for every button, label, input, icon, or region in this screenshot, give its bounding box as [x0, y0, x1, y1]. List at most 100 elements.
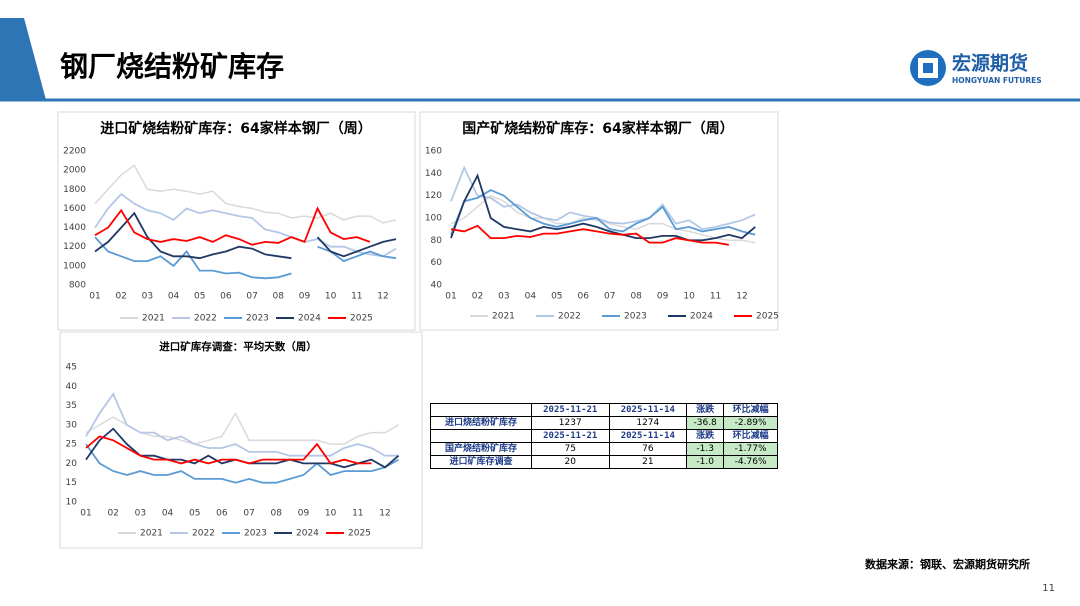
x-tick-label: 02 — [472, 292, 483, 302]
legend-label: 2025 — [350, 314, 373, 324]
table-cell: 进口矿库存调查 — [430, 455, 532, 469]
logo-en: HONGYUAN FUTURES — [952, 76, 1042, 85]
series-line — [450, 189, 756, 236]
table-cell: 环比减幅 — [723, 403, 778, 417]
table-cell — [430, 403, 532, 417]
series-line — [94, 192, 397, 258]
table-cell: 2025-11-14 — [608, 429, 688, 443]
y-tick-label: 1000 — [63, 261, 86, 271]
x-tick-label: 08 — [630, 292, 642, 302]
legend-label: 2023 — [246, 314, 269, 324]
x-tick-label: 07 — [243, 509, 254, 519]
x-tick-label: 04 — [525, 292, 537, 302]
x-tick-label: 03 — [142, 292, 153, 302]
table-cell: 2025-11-21 — [530, 403, 610, 417]
y-tick-label: 30 — [66, 420, 78, 430]
table-cell: -2.89% — [723, 416, 778, 430]
x-tick-label: 04 — [168, 292, 180, 302]
table-row: 进口矿库存调查 20 21 -1.0 -4.76% — [430, 455, 778, 469]
y-tick-label: 35 — [66, 401, 77, 411]
table-row: 2025-11-21 2025-11-14 涨跌 环比减幅 — [430, 403, 778, 417]
x-tick-label: 06 — [220, 292, 232, 302]
table-cell: 涨跌 — [686, 403, 725, 417]
y-tick-label: 45 — [66, 363, 77, 373]
legend-label: 2021 — [140, 529, 163, 539]
legend-label: 2023 — [244, 529, 267, 539]
y-tick-label: 160 — [425, 147, 442, 157]
table-cell: 76 — [608, 442, 688, 456]
table-cell: -36.8 — [686, 416, 725, 430]
x-tick-label: 05 — [194, 292, 205, 302]
x-tick-label: 12 — [736, 292, 747, 302]
y-tick-label: 15 — [66, 478, 77, 488]
x-tick-label: 12 — [377, 292, 388, 302]
chart-title: 国产矿烧结粉矿库存：64家样本钢厂（周） — [462, 120, 733, 137]
table-cell: 20 — [530, 455, 610, 469]
x-tick-label: 08 — [273, 292, 285, 302]
x-tick-label: 04 — [162, 509, 174, 519]
y-tick-label: 40 — [66, 382, 78, 392]
chart-frame — [419, 111, 779, 331]
legend-label: 2023 — [624, 312, 647, 322]
legend-label: 2024 — [690, 312, 713, 322]
x-tick-label: 09 — [657, 292, 669, 302]
x-tick-label: 11 — [710, 292, 721, 302]
y-tick-label: 60 — [431, 258, 443, 268]
page-number: 11 — [1042, 583, 1055, 594]
legend-label: 2022 — [192, 529, 215, 539]
x-tick-label: 03 — [498, 292, 509, 302]
legend-label: 2022 — [194, 314, 217, 324]
logo-cn: 宏源期货 — [952, 52, 1028, 75]
y-tick-label: 1800 — [63, 185, 86, 195]
series-line — [85, 435, 372, 465]
x-tick-label: 11 — [352, 509, 363, 519]
x-tick-label: 10 — [325, 509, 337, 519]
chart-title: 进口矿烧结粉矿库存：64家样本钢厂（周） — [100, 120, 371, 137]
y-tick-label: 2200 — [63, 147, 86, 157]
series-line — [450, 173, 756, 242]
x-tick-label: 02 — [115, 292, 126, 302]
y-tick-label: 40 — [431, 281, 443, 291]
y-tick-label: 1400 — [63, 223, 86, 233]
y-tick-label: 10 — [66, 498, 78, 508]
series-line — [450, 224, 729, 246]
table-cell: 环比减幅 — [723, 429, 778, 443]
series-line — [94, 236, 397, 280]
x-tick-label: 09 — [299, 292, 311, 302]
x-tick-label: 05 — [551, 292, 562, 302]
table-cell: 1237 — [530, 416, 610, 430]
table-cell — [430, 429, 532, 443]
y-tick-label: 120 — [425, 191, 442, 201]
chart-frame — [59, 331, 423, 549]
table-cell: 国产烧结粉矿库存 — [430, 442, 532, 456]
y-tick-label: 1200 — [63, 242, 86, 252]
chart-title: 进口矿库存调查：平均天数（周） — [159, 340, 317, 353]
x-tick-label: 10 — [325, 292, 337, 302]
series-line — [85, 392, 399, 457]
table-cell: 75 — [530, 442, 610, 456]
legend-label: 2025 — [756, 312, 779, 322]
table-cell: 涨跌 — [686, 429, 725, 443]
x-tick-label: 07 — [246, 292, 257, 302]
table-cell: 进口烧结粉矿库存 — [430, 416, 532, 430]
legend-label: 2024 — [298, 314, 321, 324]
x-tick-label: 06 — [578, 292, 590, 302]
source-note: 数据来源：钢联、宏源期货研究所 — [865, 557, 1030, 571]
y-tick-label: 25 — [66, 440, 77, 450]
x-tick-label: 10 — [683, 292, 695, 302]
table-cell: 1274 — [608, 416, 688, 430]
table-cell: -1.77% — [723, 442, 778, 456]
table-row: 进口烧结粉矿库存 1237 1274 -36.8 -2.89% — [430, 416, 778, 430]
legend-label: 2021 — [142, 314, 165, 324]
x-tick-label: 11 — [351, 292, 362, 302]
legend-label: 2021 — [492, 312, 515, 322]
table-cell: 2025-11-14 — [608, 403, 688, 417]
series-line — [85, 443, 400, 484]
table-cell: -1.3 — [686, 442, 725, 456]
y-tick-label: 1600 — [63, 204, 86, 214]
series-line — [94, 206, 371, 246]
table-cell: 21 — [608, 455, 688, 469]
series-line — [450, 165, 756, 231]
y-tick-label: 140 — [425, 169, 442, 179]
